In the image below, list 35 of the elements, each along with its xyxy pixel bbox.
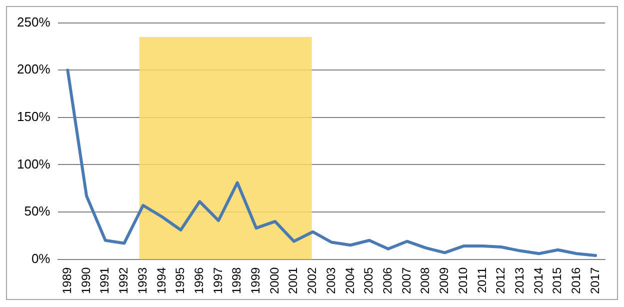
y-tick-label: 100% — [17, 156, 51, 172]
x-tick-label: 1996 — [192, 266, 206, 294]
x-tick-label: 2006 — [380, 266, 394, 294]
x-tick-label: 1993 — [135, 266, 150, 294]
x-tick-label: 2004 — [342, 266, 357, 294]
x-tick-label: 2014 — [531, 266, 546, 294]
x-tick-label: 1989 — [60, 266, 74, 294]
x-tick-label: 2003 — [324, 266, 338, 294]
x-tick-label: 2010 — [456, 266, 470, 294]
x-tick-label: 1999 — [248, 266, 263, 294]
x-tick-label: 1995 — [173, 266, 188, 294]
y-tick-label: 50% — [24, 204, 51, 219]
x-tick-label: 1994 — [154, 266, 168, 294]
y-tick-label: 150% — [17, 108, 51, 124]
x-tick-label: 2007 — [399, 266, 414, 294]
x-tick-label: 2017 — [588, 266, 602, 294]
x-tick-label: 1992 — [116, 266, 131, 294]
x-tick-label: 2005 — [362, 266, 376, 294]
x-tick-label: 2000 — [267, 266, 282, 294]
y-tick-label: 200% — [17, 62, 51, 77]
x-tick-label: 2002 — [305, 266, 320, 294]
x-tick-label: 2008 — [418, 266, 432, 294]
x-tick-label: 1997 — [210, 266, 225, 294]
y-tick-label: 250% — [17, 14, 51, 30]
x-tick-label: 1998 — [230, 266, 244, 294]
x-tick-label: 2011 — [474, 266, 489, 294]
x-tick-label: 2013 — [512, 266, 526, 294]
x-tick-label: 2016 — [569, 266, 584, 294]
x-tick-label: 1991 — [98, 266, 112, 294]
x-tick-label: 2012 — [494, 266, 508, 294]
x-tick-label: 1990 — [78, 266, 93, 294]
x-tick-label: 2001 — [286, 266, 300, 294]
x-tick-label: 2015 — [550, 266, 564, 294]
y-tick-label: 0% — [31, 250, 51, 266]
x-tick-label: 2009 — [437, 266, 452, 294]
